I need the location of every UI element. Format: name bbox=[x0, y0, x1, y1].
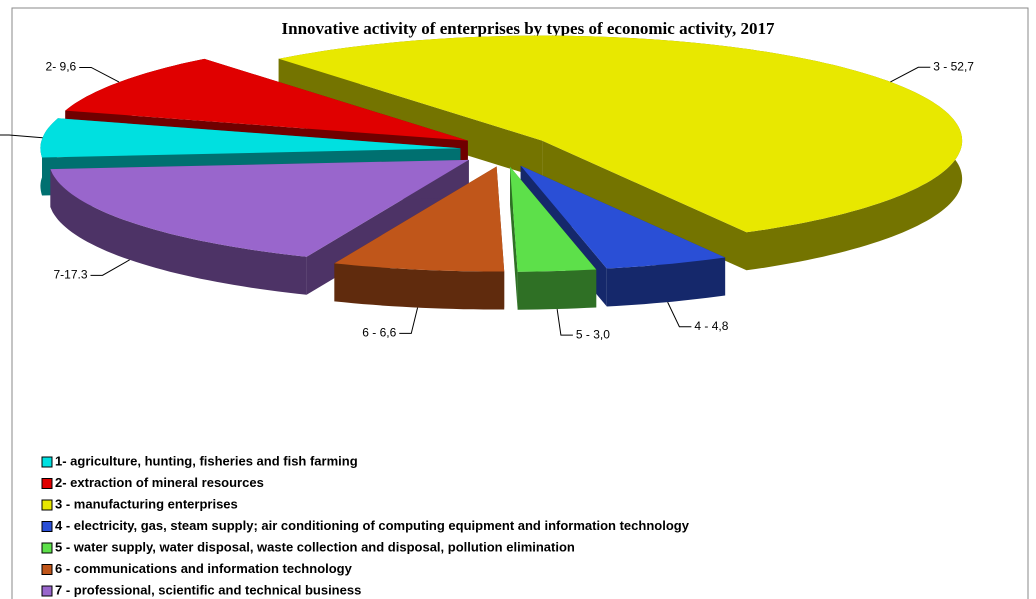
data-label: 4 - 4,8 bbox=[694, 319, 728, 333]
data-label: 6 - 6,6 bbox=[362, 326, 396, 340]
slice bbox=[65, 58, 468, 141]
leader-line bbox=[556, 308, 573, 336]
slice-side bbox=[517, 269, 597, 310]
legend-label: 7 - professional, scientific and technic… bbox=[55, 582, 361, 597]
legend-swatch bbox=[41, 521, 53, 532]
data-label: 2- 9,6 bbox=[46, 60, 77, 74]
legend-swatch bbox=[41, 499, 53, 511]
slice-wall bbox=[278, 58, 543, 179]
legend-label: 5 - water supply, water disposal, waste … bbox=[55, 539, 575, 554]
slice bbox=[278, 35, 963, 233]
legend-label: 1- agriculture, hunting, fisheries and f… bbox=[55, 453, 358, 468]
legend-swatch bbox=[41, 564, 53, 575]
legend-label: 4 - electricity, gas, steam supply; air … bbox=[55, 518, 690, 533]
leader-line bbox=[667, 301, 692, 328]
slice bbox=[50, 159, 469, 257]
legend-label: 3 - manufacturing enterprises bbox=[55, 496, 238, 511]
data-label: 7-17.3 bbox=[53, 267, 87, 281]
legend-swatch bbox=[41, 542, 53, 554]
leader-line bbox=[890, 66, 931, 83]
legend-swatch bbox=[41, 585, 53, 597]
legend-label: 6 - communications and information techn… bbox=[55, 561, 353, 576]
slice-side bbox=[606, 257, 726, 307]
slice bbox=[334, 166, 505, 272]
slice bbox=[510, 166, 597, 272]
slice-side bbox=[50, 169, 307, 295]
slice-wall bbox=[510, 166, 518, 310]
leader-line bbox=[79, 66, 120, 83]
chart-title: Innovative activity of enterprises by ty… bbox=[282, 19, 775, 38]
data-label: 3 - 52,7 bbox=[933, 59, 974, 73]
leader-line bbox=[0, 134, 43, 139]
slice bbox=[40, 118, 461, 158]
legend-swatch bbox=[41, 456, 53, 468]
leader-line bbox=[90, 259, 130, 276]
data-label: 5 - 3,0 bbox=[576, 327, 610, 341]
legend-swatch bbox=[41, 478, 53, 489]
leader-line bbox=[399, 307, 419, 334]
slice-side bbox=[334, 263, 505, 310]
slice-wall bbox=[542, 140, 747, 271]
legend-label: 2- extraction of mineral resources bbox=[55, 475, 264, 490]
slice bbox=[520, 165, 726, 269]
